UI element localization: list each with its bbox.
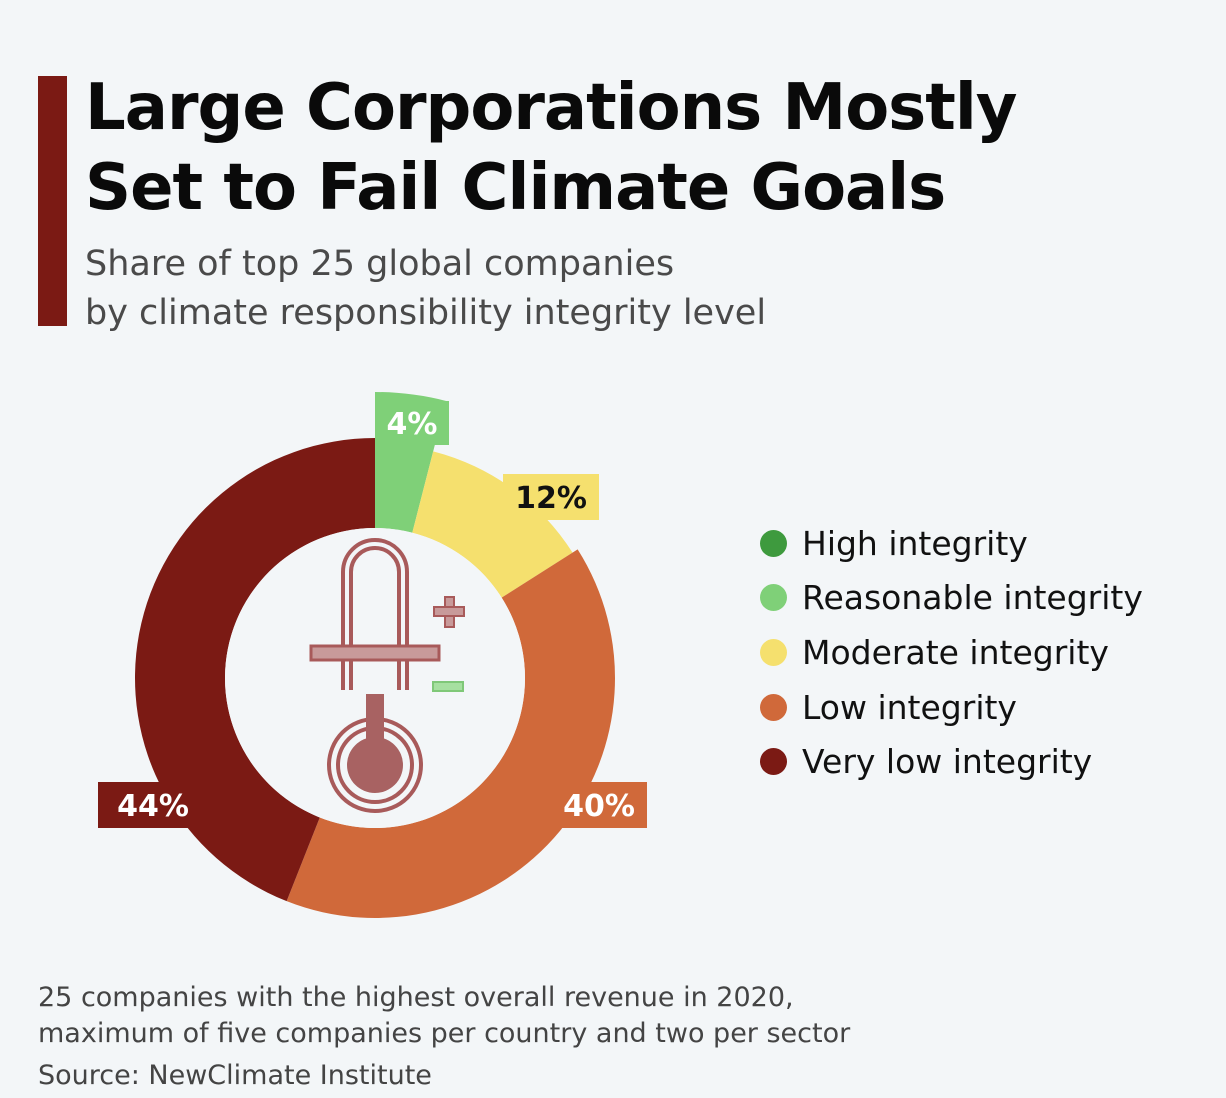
- data-label-box: [375, 401, 449, 445]
- chart-source: Source: NewClimate Institute: [38, 1060, 432, 1091]
- legend-swatch: [760, 638, 787, 666]
- data-label-very-low-integrity: 44%: [98, 782, 208, 828]
- footnote-line-2: maximum of five companies per country an…: [38, 1018, 851, 1049]
- legend-label: Moderate integrity: [802, 632, 1109, 672]
- thermometer-icon: [309, 538, 465, 813]
- data-label-box: [98, 782, 208, 828]
- chart-footnote: 25 companies with the highest overall re…: [38, 980, 1138, 1052]
- data-label-moderate-integrity: 12%: [503, 474, 599, 520]
- title-accent-bar: [38, 76, 67, 326]
- data-label-text: 12%: [515, 481, 587, 516]
- legend-item-reasonable-integrity: Reasonable integrity: [760, 571, 1143, 626]
- chart-title-line-2: Set to Fail Climate Goals: [85, 151, 946, 225]
- slice-low-integrity: [286, 549, 615, 918]
- chart-title: Large Corporations Mostly Set to Fail Cl…: [85, 68, 1185, 228]
- legend-swatch: [760, 529, 787, 557]
- chart-title-line-1: Large Corporations Mostly: [85, 71, 1018, 145]
- legend-label: Reasonable integrity: [802, 578, 1143, 618]
- chart-subtitle: Share of top 25 global companies by clim…: [85, 240, 985, 338]
- chart-subtitle-line-2: by climate responsibility integrity leve…: [85, 293, 767, 333]
- legend-label: Very low integrity: [802, 742, 1093, 782]
- data-label-box: [551, 782, 647, 828]
- legend-swatch: [760, 748, 787, 776]
- legend-item-high-integrity: High integrity: [760, 516, 1143, 571]
- donut-data-labels: 4% 12% 40% 44%: [98, 401, 647, 828]
- data-label-text: 4%: [387, 407, 438, 442]
- legend-swatch: [760, 693, 787, 721]
- data-label-text: 40%: [563, 789, 635, 824]
- legend-swatch: [760, 584, 787, 612]
- legend-label: Low integrity: [802, 687, 1017, 727]
- data-label-reasonable-integrity: 4%: [375, 401, 449, 445]
- data-label-low-integrity: 40%: [551, 782, 647, 828]
- chart-subtitle-line-1: Share of top 25 global companies: [85, 244, 675, 284]
- legend-item-low-integrity: Low integrity: [760, 680, 1143, 735]
- data-label-text: 44%: [117, 789, 189, 824]
- legend-item-very-low-integrity: Very low integrity: [760, 734, 1143, 789]
- chart-legend: High integrity Reasonable integrity Mode…: [760, 516, 1143, 789]
- data-label-box: [503, 474, 599, 520]
- slice-moderate-integrity: [412, 451, 573, 598]
- legend-label: High integrity: [802, 523, 1028, 563]
- legend-item-moderate-integrity: Moderate integrity: [760, 625, 1143, 680]
- footnote-line-1: 25 companies with the highest overall re…: [38, 982, 794, 1013]
- donut-chart: 4% 12% 40% 44%: [98, 392, 647, 918]
